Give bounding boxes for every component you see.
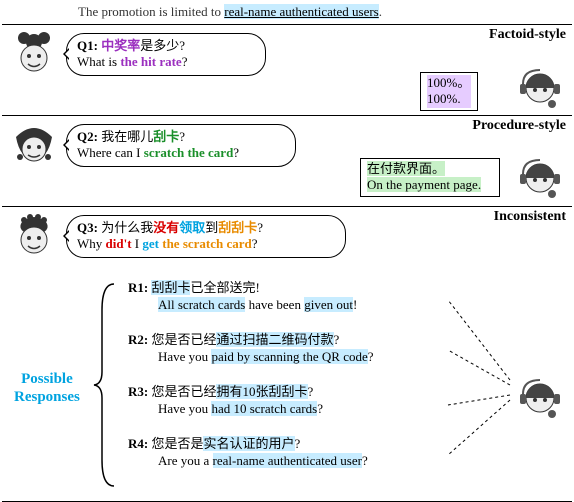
- pr-label-2: Responses: [14, 388, 80, 406]
- q3-en-pre: Why: [77, 236, 106, 251]
- possible-responses-label: Possible Responses: [14, 370, 80, 406]
- r4-en-hl: real-name authenticated user: [213, 453, 362, 468]
- q1-zh-hl: 中奖率: [101, 38, 140, 53]
- section-inconsistent: Inconsistent: [2, 206, 572, 207]
- response-r3: R3: 您是否已经拥有10张刮刮卡? Have you had 10 scrat…: [128, 384, 448, 418]
- q1-line-zh: Q1: 中奖率是多少?: [77, 38, 255, 54]
- q3-en-cyan: get: [142, 236, 159, 251]
- q3-en-mid1: I: [132, 236, 143, 251]
- r1-zh: R1: 刮刮卡已全部送完!: [128, 280, 428, 297]
- r4-en-post: ?: [362, 453, 368, 468]
- r4-zh-pre: 您是否是: [151, 436, 203, 451]
- r2-en-post: ?: [368, 349, 374, 364]
- r1-num: R1:: [128, 280, 148, 295]
- q2-line-en: Where can I scratch the card?: [77, 145, 285, 161]
- r2-num: R2:: [128, 332, 148, 347]
- q2-line-zh: Q2: 我在哪儿刮卡?: [77, 129, 285, 145]
- a1-box: 100%。 100%.: [420, 72, 478, 111]
- q3-en-red: did't: [106, 236, 132, 251]
- q1-en-pre: What is: [77, 54, 120, 69]
- q3-line-zh: Q3: 为什么我没有领取到刮刮卡?: [77, 220, 335, 236]
- r3-en-hl: had 10 scratch cards: [211, 401, 317, 416]
- q3-zh-red: 没有: [153, 220, 179, 235]
- response-r2: R2: 您是否已经通过扫描二维码付款? Have you paid by sca…: [128, 332, 468, 366]
- a2-en: On the payment page.: [367, 177, 481, 192]
- r4-en-pre: Are you a: [158, 453, 213, 468]
- r3-zh-post: ?: [308, 384, 314, 399]
- user-avatar-icon: [6, 210, 62, 266]
- q1-zh-post: 是多少?: [140, 38, 185, 53]
- promo-suffix: .: [379, 4, 382, 19]
- agent-avatar-icon: [512, 60, 568, 116]
- q2-en-hl: scratch the card: [144, 145, 234, 160]
- q1-en-hl: the hit rate: [120, 54, 181, 69]
- q1-en-post: ?: [182, 54, 188, 69]
- promo-prefix: The promotion is limited to: [78, 4, 224, 19]
- q1-bubble: Q1: 中奖率是多少? What is the hit rate?: [66, 33, 266, 76]
- r3-num: R3:: [128, 384, 148, 399]
- q3-bubble: Q3: 为什么我没有领取到刮刮卡? Why did't I get the sc…: [66, 215, 346, 258]
- q3-zh-pre: 为什么我: [101, 220, 153, 235]
- response-r4: R4: 您是否是实名认证的用户? Are you a real-name aut…: [128, 436, 468, 470]
- r2-en-hl: paid by scanning the QR code: [211, 349, 367, 364]
- r1-en: All scratch cards have been given out!: [128, 297, 428, 314]
- response-r1: R1: 刮刮卡已全部送完! All scratch cards have bee…: [128, 280, 428, 314]
- r3-en-post: ?: [317, 401, 323, 416]
- r1-en-hl2: given out: [304, 297, 353, 312]
- user-avatar-icon: [6, 119, 62, 175]
- r1-en-hl1: All scratch cards: [158, 297, 245, 312]
- r4-num: R4:: [128, 436, 148, 451]
- r4-zh-post: ?: [295, 436, 301, 451]
- q2-zh-post: ?: [179, 129, 185, 144]
- q3-label: Q3:: [77, 220, 98, 235]
- section-label-inconsistent: Inconsistent: [494, 209, 566, 225]
- q2-zh-pre: 我在哪儿: [101, 129, 153, 144]
- q3-en-post: ?: [252, 236, 258, 251]
- q3-en-orange: the scratch card: [162, 236, 252, 251]
- pr-label-1: Possible: [14, 370, 80, 388]
- q3-zh-orange: 刮刮卡: [218, 220, 257, 235]
- r2-zh-hl: 通过扫描二维码付款: [216, 332, 333, 347]
- q1-label: Q1:: [77, 38, 98, 53]
- r3-en-pre: Have you: [158, 401, 211, 416]
- q2-en-post: ?: [233, 145, 239, 160]
- q3-zh-cyan: 领取: [179, 220, 205, 235]
- section-label-procedure: Procedure-style: [472, 118, 566, 134]
- q2-zh-hl: 刮卡: [153, 129, 179, 144]
- q3-zh-mid: 到: [205, 220, 218, 235]
- r3-zh-hl: 拥有10张刮刮卡: [216, 384, 307, 399]
- a2-box: 在付款界面。 On the payment page.: [360, 158, 500, 197]
- brace-icon: [92, 280, 120, 490]
- q3-line-en: Why did't I get the scratch card?: [77, 236, 335, 252]
- connector-lines-icon: [440, 300, 540, 480]
- a1-en: 100%.: [427, 91, 471, 107]
- r1-zh-post: 已全部送完!: [190, 280, 259, 295]
- r3-zh: R3: 您是否已经拥有10张刮刮卡?: [128, 384, 448, 401]
- a1-zh: 100%。: [427, 75, 471, 91]
- q2-en-pre: Where can I: [77, 145, 144, 160]
- r4-zh-hl: 实名认证的用户: [203, 436, 294, 451]
- r1-en-post: !: [353, 297, 357, 312]
- promo-limitation-text: The promotion is limited to real-name au…: [78, 4, 382, 20]
- r1-zh-hl: 刮刮卡: [151, 280, 190, 295]
- q2-label: Q2:: [77, 129, 98, 144]
- r2-zh-post: ?: [334, 332, 340, 347]
- r4-zh: R4: 您是否是实名认证的用户?: [128, 436, 468, 453]
- r1-en-mid: have been: [245, 297, 304, 312]
- user-avatar-icon: [6, 28, 62, 84]
- r2-zh: R2: 您是否已经通过扫描二维码付款?: [128, 332, 468, 349]
- agent-avatar-icon: [512, 150, 568, 206]
- r3-en: Have you had 10 scratch cards?: [128, 401, 448, 418]
- r4-en: Are you a real-name authenticated user?: [128, 453, 468, 470]
- r2-en: Have you paid by scanning the QR code?: [128, 349, 468, 366]
- q3-zh-post: ?: [257, 220, 263, 235]
- q1-line-en: What is the hit rate?: [77, 54, 255, 70]
- a2-zh: 在付款界面。: [367, 161, 445, 176]
- r3-zh-pre: 您是否已经: [151, 384, 216, 399]
- q2-bubble: Q2: 我在哪儿刮卡? Where can I scratch the card…: [66, 124, 296, 167]
- r2-zh-pre: 您是否已经: [151, 332, 216, 347]
- section-label-factoid: Factoid-style: [489, 27, 566, 43]
- r2-en-pre: Have you: [158, 349, 211, 364]
- promo-highlight: real-name authenticated users: [224, 4, 378, 19]
